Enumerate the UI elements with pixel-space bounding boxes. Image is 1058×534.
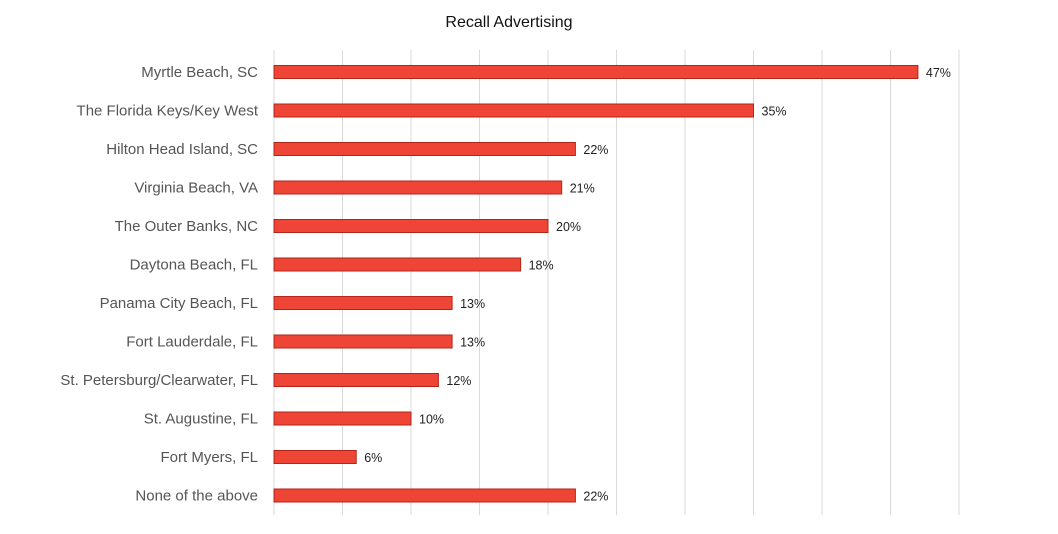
data-label: 18% [529,259,554,273]
category-label: Panama City Beach, FL [100,295,258,312]
bar [273,488,576,503]
bar [273,219,549,233]
bar [273,334,453,349]
category-label: St. Augustine, FL [144,411,258,428]
bar [273,180,563,195]
category-label: None of the above [135,488,258,505]
category-label: Daytona Beach, FL [130,257,258,274]
bar [273,450,357,464]
data-label: 6% [364,451,382,465]
chart-title: Recall Advertising [445,14,573,31]
category-label: Hilton Head Island, SC [106,141,258,158]
category-label: Myrtle Beach, SC [141,64,258,81]
data-label: 21% [570,182,595,196]
data-label: 35% [762,105,787,119]
category-label: Virginia Beach, VA [134,180,258,197]
category-label: Fort Lauderdale, FL [126,334,258,351]
data-label: 22% [583,490,608,504]
category-label: Fort Myers, FL [160,449,258,466]
data-label: 13% [460,297,485,311]
bar [273,373,439,387]
bar [273,142,576,156]
bar [273,65,919,79]
bar [273,411,412,426]
data-label: 22% [583,143,608,157]
category-label: The Florida Keys/Key West [77,103,259,120]
data-label: 10% [419,413,444,427]
bar [273,103,754,118]
data-label: 13% [460,336,485,350]
category-label: The Outer Banks, NC [115,218,259,235]
bar [273,257,522,272]
data-label: 47% [926,66,951,80]
category-label: St. Petersburg/Clearwater, FL [60,372,258,389]
bar [273,296,453,310]
data-label: 12% [446,374,471,388]
data-label: 20% [556,220,581,234]
